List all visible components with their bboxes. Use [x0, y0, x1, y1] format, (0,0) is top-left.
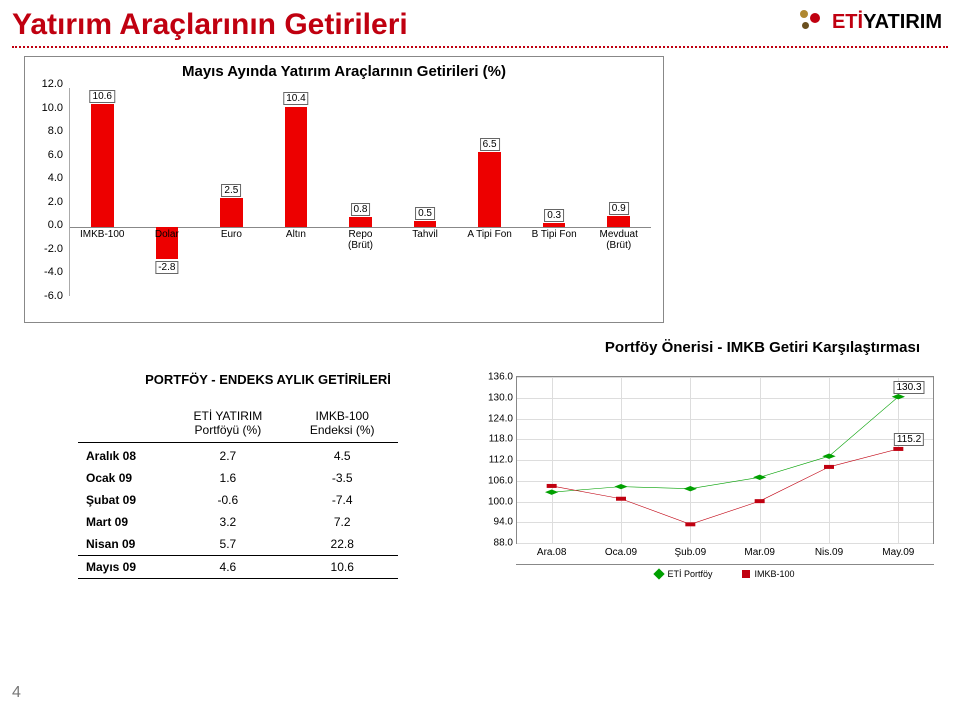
bar-category-label: Dolar — [155, 229, 179, 240]
table-row: Mart 093.27.2 — [78, 511, 398, 533]
table-cell: 3.2 — [169, 511, 286, 533]
bar — [220, 198, 243, 227]
returns-table: PORTFÖY - ENDEKS AYLIK GETİRİLERİ ETİ YA… — [68, 372, 468, 582]
line-chart: 136.0 130.0 124.0 118.0 112.0 106.0 100.0 94.0 8… — [478, 372, 942, 582]
table-cell: 4.5 — [286, 442, 398, 467]
bar — [285, 107, 308, 227]
bar-data-label: 0.9 — [609, 202, 629, 215]
table-cell: 2.7 — [169, 442, 286, 467]
logo-rest: YATIRIM — [863, 11, 942, 33]
line-x-tick: Şub.09 — [674, 543, 706, 558]
line-y-tick: 88.0 — [494, 538, 517, 549]
table-row: Mayıs 094.610.6 — [78, 555, 398, 578]
legend-swatch-icon — [742, 570, 750, 578]
bar-data-label: -2.8 — [155, 261, 178, 274]
y-tick: -4.0 — [44, 266, 63, 278]
brand-logo: ETİYATIRIM — [798, 10, 942, 34]
divider — [12, 46, 948, 48]
line-end-label: 115.2 — [894, 433, 924, 446]
line-y-tick: 130.0 — [488, 392, 517, 403]
logo-dots-icon — [798, 10, 826, 34]
line-x-tick: Oca.09 — [605, 543, 637, 558]
line-y-tick: 100.0 — [488, 496, 517, 507]
legend-label: IMKB-100 — [754, 569, 794, 579]
legend-item: IMKB-100 — [742, 569, 794, 579]
table-header — [78, 405, 169, 442]
row-label: Aralık 08 — [78, 442, 169, 467]
bar-category-label: A Tipi Fon — [467, 229, 511, 240]
legend-swatch-icon — [654, 568, 665, 579]
line-end-label: 130.3 — [893, 381, 924, 394]
line-y-tick: 94.0 — [494, 517, 517, 528]
page-number: 4 — [12, 684, 21, 702]
y-tick: 6.0 — [48, 149, 63, 161]
table-title: PORTFÖY - ENDEKS AYLIK GETİRİLERİ — [68, 372, 468, 387]
logo-brand: ETİ — [832, 11, 863, 33]
y-tick: -6.0 — [44, 290, 63, 302]
line-x-tick: Ara.08 — [537, 543, 566, 558]
bar-category-label: IMKB-100 — [80, 229, 124, 240]
row-label: Mart 09 — [78, 511, 169, 533]
y-tick: 4.0 — [48, 172, 63, 184]
y-tick: 0.0 — [48, 219, 63, 231]
bar — [414, 221, 437, 227]
line-x-tick: Mar.09 — [744, 543, 775, 558]
bar-data-label: 0.3 — [544, 209, 564, 222]
bar-data-label: 0.8 — [351, 203, 371, 216]
table-row: Aralık 082.74.5 — [78, 442, 398, 467]
row-label: Mayıs 09 — [78, 555, 169, 578]
bar-category-label: Euro — [221, 229, 242, 240]
y-tick: 8.0 — [48, 125, 63, 137]
y-tick: 10.0 — [42, 102, 63, 114]
bar — [607, 216, 630, 226]
table-cell: 22.8 — [286, 533, 398, 556]
table-cell: -3.5 — [286, 467, 398, 489]
line-x-tick: May.09 — [882, 543, 914, 558]
line-chart-legend: ETİ Portföy IMKB-100 — [516, 564, 934, 582]
line-x-tick: Nis.09 — [815, 543, 843, 558]
line-y-tick: 106.0 — [488, 475, 517, 486]
bar — [349, 217, 372, 226]
bar-category-label: Altın — [286, 229, 306, 240]
legend-label: ETİ Portföy — [667, 569, 712, 579]
table-cell: 7.2 — [286, 511, 398, 533]
table-cell: 1.6 — [169, 467, 286, 489]
bar — [478, 152, 501, 227]
y-tick: 2.0 — [48, 196, 63, 208]
table-cell: 4.6 — [169, 555, 286, 578]
table-header: IMKB-100Endeksi (%) — [286, 405, 398, 442]
bar — [91, 104, 114, 226]
y-tick: -2.0 — [44, 243, 63, 255]
bar-category-label: Tahvil — [412, 229, 438, 240]
bar-category-label: Repo(Brüt) — [348, 229, 373, 251]
line-y-tick: 118.0 — [489, 434, 517, 445]
line-y-tick: 112.0 — [489, 455, 517, 466]
table-cell: 10.6 — [286, 555, 398, 578]
row-label: Nisan 09 — [78, 533, 169, 556]
row-label: Şubat 09 — [78, 489, 169, 511]
bar-data-label: 2.5 — [221, 184, 241, 197]
table-cell: -7.4 — [286, 489, 398, 511]
legend-item: ETİ Portföy — [655, 569, 712, 579]
bar-category-label: Mevduat(Brüt) — [600, 229, 638, 251]
bar-chart: Mayıs Ayında Yatırım Araçlarının Getiril… — [24, 56, 664, 323]
table-cell: -0.6 — [169, 489, 286, 511]
comparison-title: Portföy Önerisi - IMKB Getiri Karşılaştı… — [0, 339, 920, 356]
bar-data-label: 6.5 — [480, 138, 500, 151]
bar — [543, 223, 566, 226]
line-y-tick: 136.0 — [488, 372, 517, 383]
row-label: Ocak 09 — [78, 467, 169, 489]
bar-category-label: B Tipi Fon — [532, 229, 577, 240]
bar-data-label: 0.5 — [415, 207, 435, 220]
y-tick: 12.0 — [42, 78, 63, 90]
line-y-tick: 124.0 — [488, 413, 517, 424]
table-row: Ocak 091.6-3.5 — [78, 467, 398, 489]
bar-data-label: 10.6 — [90, 90, 115, 103]
table-row: Şubat 09-0.6-7.4 — [78, 489, 398, 511]
bar-chart-title: Mayıs Ayında Yatırım Araçlarının Getiril… — [25, 63, 663, 80]
table-row: Nisan 095.722.8 — [78, 533, 398, 556]
table-cell: 5.7 — [169, 533, 286, 556]
bar-data-label: 10.4 — [283, 92, 308, 105]
table-header: ETİ YATIRIMPortföyü (%) — [169, 405, 286, 442]
